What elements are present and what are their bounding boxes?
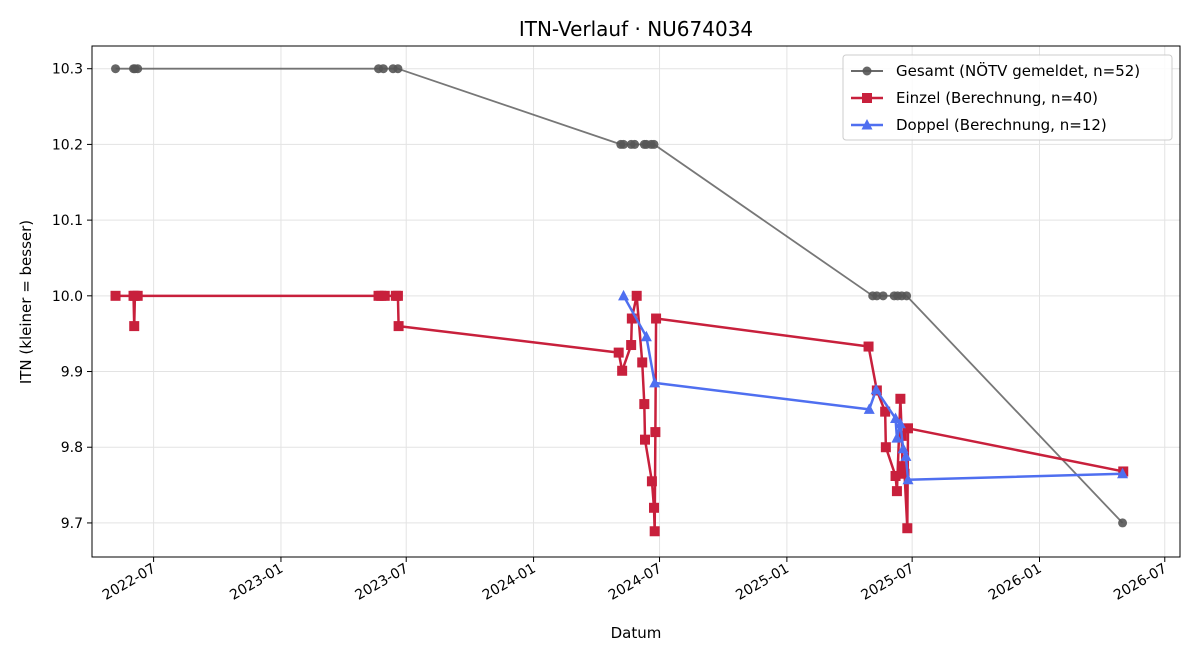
- data-point-doppel: [891, 432, 903, 443]
- data-point-gesamt: [393, 64, 403, 74]
- data-point-einzel: [392, 290, 403, 301]
- data-point-doppel: [863, 403, 875, 414]
- data-point-doppel: [618, 289, 630, 301]
- data-point-gesamt: [649, 139, 659, 149]
- data-point-einzel: [626, 340, 637, 351]
- data-point-gesamt: [878, 291, 888, 301]
- data-point-gesamt: [902, 291, 912, 301]
- plot-frame: [91, 45, 1181, 558]
- legend-marker-gesamt: [862, 66, 872, 76]
- legend-marker-doppel: [861, 119, 873, 130]
- data-point-einzel: [897, 461, 908, 472]
- legend-label-doppel: Doppel (Berechnung, n=12): [896, 116, 1107, 134]
- data-point-einzel: [110, 290, 121, 301]
- legend: Gesamt (NÖTV gemeldet, n=52) Einzel (Bere…: [842, 54, 1173, 141]
- data-point-einzel: [899, 468, 910, 479]
- legend-box: [842, 54, 1173, 141]
- y-tick-label: 10.0: [52, 289, 83, 305]
- data-point-einzel: [880, 442, 891, 453]
- data-point-einzel: [639, 399, 650, 410]
- data-point-einzel: [613, 347, 624, 358]
- y-axis-label: ITN (kleiner = besser): [17, 220, 35, 384]
- data-point-einzel: [863, 341, 874, 352]
- data-point-einzel: [649, 526, 660, 537]
- data-point-einzel: [639, 434, 650, 445]
- grid-lines: [92, 46, 1180, 557]
- data-point-einzel: [891, 486, 902, 497]
- data-point-gesamt: [872, 291, 882, 301]
- data-point-einzel: [890, 470, 901, 481]
- legend-marker-einzel: [862, 93, 872, 103]
- data-point-einzel: [650, 427, 661, 438]
- y-tick-label: 9.8: [61, 440, 83, 456]
- plot-series: [110, 64, 1129, 537]
- series-doppel: [618, 289, 1129, 485]
- data-point-doppel: [870, 383, 882, 395]
- chart-title: ITN-Verlauf · NU674034: [519, 17, 753, 41]
- data-point-einzel: [129, 321, 140, 332]
- data-point-einzel: [631, 290, 642, 301]
- data-point-einzel: [648, 502, 659, 513]
- data-point-einzel: [902, 523, 913, 534]
- data-point-einzel: [617, 365, 628, 376]
- legend-label-einzel: Einzel (Berechnung, n=40): [896, 89, 1098, 107]
- data-point-gesamt: [630, 139, 640, 149]
- data-point-doppel: [902, 473, 914, 485]
- x-axis-label: Datum: [611, 624, 662, 642]
- y-tick-label: 9.9: [61, 365, 83, 381]
- y-tick-label: 10.1: [52, 213, 83, 229]
- legend-label-gesamt: Gesamt (NÖTV gemeldet, n=52): [896, 61, 1140, 80]
- series-gesamt: [111, 64, 1128, 528]
- data-point-einzel: [651, 313, 662, 324]
- data-point-einzel: [626, 313, 637, 324]
- data-point-doppel: [890, 412, 902, 423]
- data-point-einzel: [903, 423, 913, 434]
- data-point-einzel: [895, 393, 906, 404]
- data-point-doppel: [1117, 467, 1129, 479]
- y-tick-label: 9.7: [61, 516, 83, 532]
- data-point-gesamt: [378, 64, 388, 74]
- data-point-einzel: [637, 357, 648, 368]
- data-point-einzel: [379, 290, 390, 301]
- data-point-einzel: [646, 476, 657, 487]
- data-point-gesamt: [1118, 518, 1128, 528]
- y-tick-label: 10.2: [52, 137, 83, 153]
- data-point-gesamt: [111, 64, 121, 74]
- data-point-doppel: [649, 376, 661, 388]
- data-point-doppel: [894, 417, 906, 429]
- y-tick-label: 10.3: [52, 62, 83, 78]
- data-point-doppel: [900, 450, 912, 461]
- data-point-doppel: [640, 330, 652, 342]
- series-einzel: [110, 290, 1129, 537]
- data-point-einzel: [393, 321, 404, 332]
- data-point-einzel: [132, 290, 143, 301]
- data-point-gesamt: [619, 139, 629, 149]
- data-point-einzel: [880, 406, 891, 417]
- data-point-gesamt: [133, 64, 143, 74]
